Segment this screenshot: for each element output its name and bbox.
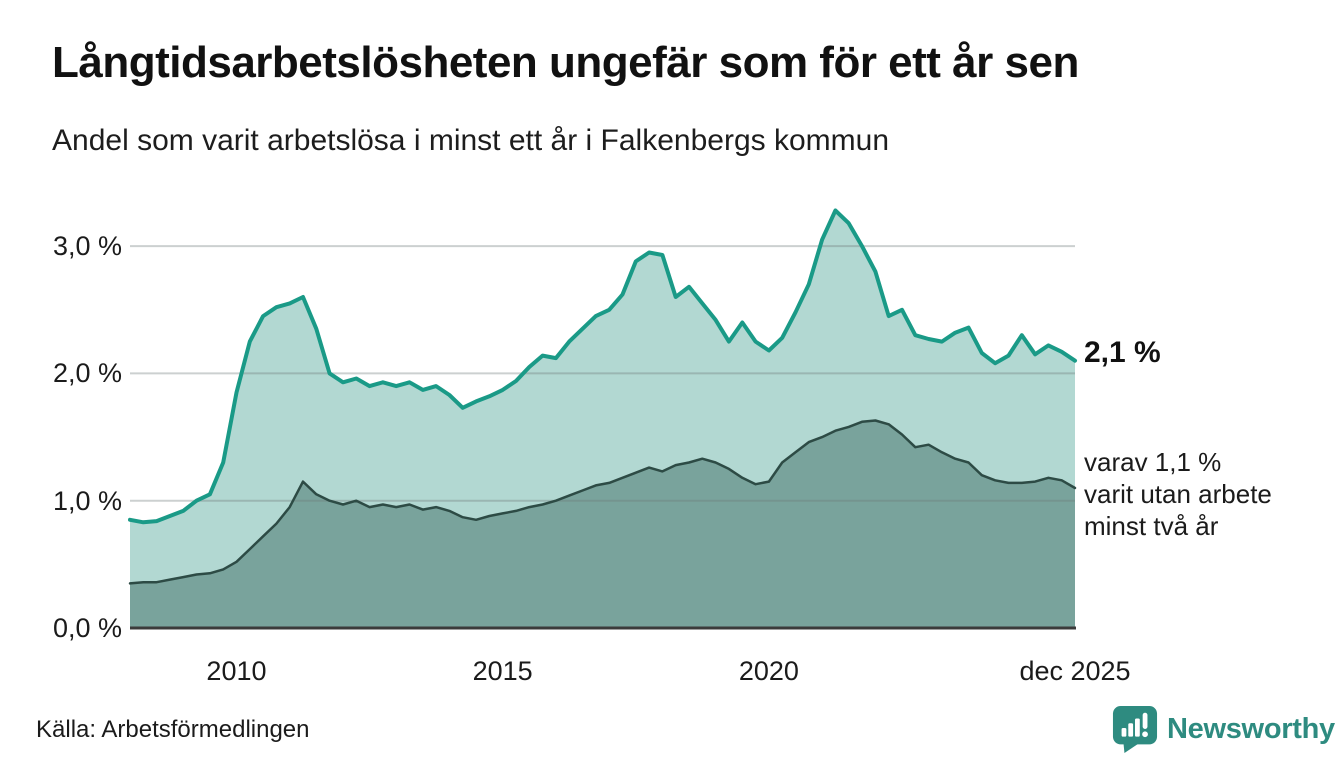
newsworthy-bubble-chart-icon — [1112, 704, 1158, 754]
x-axis-label-2020: 2020 — [738, 656, 799, 686]
secondary-series-annotation: varav 1,1 % varit utan arbete minst två … — [1084, 446, 1272, 542]
chart-title: Långtidsarbetslösheten ungefär som för e… — [52, 38, 1079, 87]
newsworthy-logo: Newsworthy — [1112, 704, 1335, 754]
secondary-annotation-line-2: varit utan arbete — [1084, 479, 1272, 509]
y-axis-label-1: 1,0 % — [52, 485, 122, 516]
x-axis-label-2015: 2015 — [472, 656, 533, 686]
chart-subtitle: Andel som varit arbetslösa i minst ett å… — [52, 124, 889, 157]
x-axis-label-dec-2025: dec 2025 — [1019, 656, 1131, 686]
y-axis-label-2: 2,0 % — [52, 358, 122, 389]
secondary-annotation-line-1: varav 1,1 % — [1084, 447, 1222, 477]
x-axis-label-2010: 2010 — [206, 656, 267, 686]
y-axis-label-3: 3,0 % — [52, 231, 122, 262]
latest-total-value-label: 2,1 % — [1084, 336, 1161, 369]
secondary-annotation-line-3: minst två år — [1084, 511, 1219, 541]
source-label: Källa: Arbetsförmedlingen — [36, 716, 310, 743]
newsworthy-wordmark: Newsworthy — [1167, 712, 1335, 745]
y-axis-label-0: 0,0 % — [52, 613, 122, 643]
